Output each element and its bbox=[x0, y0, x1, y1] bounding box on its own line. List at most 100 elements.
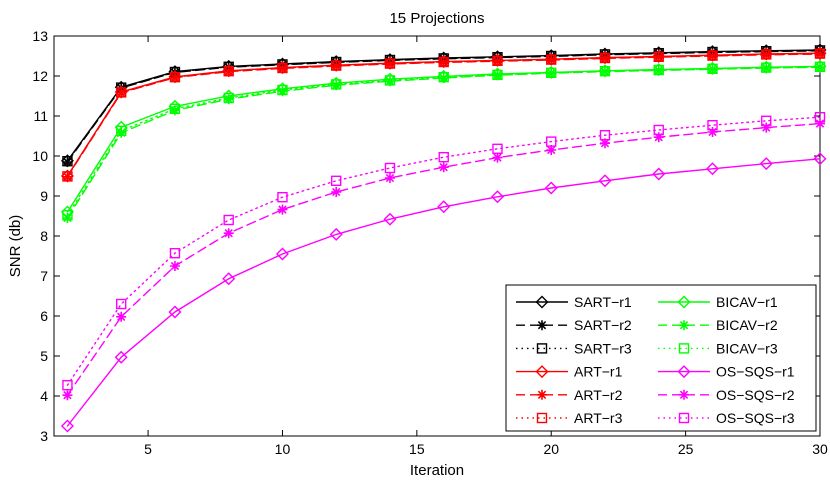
data-point bbox=[815, 118, 825, 129]
data-point bbox=[62, 171, 73, 182]
legend-label: BICAV−r1 bbox=[716, 294, 778, 310]
legend-label: SART−r3 bbox=[574, 340, 632, 356]
data-point bbox=[546, 68, 557, 79]
legend-label: OS−SQS−r2 bbox=[716, 387, 795, 403]
x-axis-label: Iteration bbox=[410, 462, 464, 479]
data-point bbox=[384, 173, 395, 183]
data-point bbox=[384, 58, 396, 69]
data-point bbox=[331, 175, 342, 187]
series-bicav-r3 bbox=[62, 61, 826, 221]
legend-item: SART−r2 bbox=[516, 317, 632, 333]
data-point bbox=[438, 71, 449, 83]
legend-item: OS−SQS−r3 bbox=[658, 410, 795, 426]
legend-label: SART−r2 bbox=[574, 317, 632, 333]
legend-swatch-marker bbox=[536, 343, 548, 354]
data-point bbox=[115, 298, 127, 310]
legend-label: SART−r1 bbox=[574, 294, 632, 310]
data-point bbox=[62, 213, 73, 223]
data-point bbox=[62, 390, 73, 401]
data-point bbox=[814, 111, 826, 123]
data-point bbox=[223, 228, 234, 239]
data-point bbox=[277, 86, 288, 97]
data-point bbox=[223, 65, 234, 77]
y-tick-label: 8 bbox=[40, 228, 48, 244]
data-point bbox=[384, 59, 395, 69]
legend-swatch-marker bbox=[678, 412, 690, 424]
data-point bbox=[599, 65, 611, 77]
series-line bbox=[66, 158, 821, 427]
data-point bbox=[437, 200, 451, 214]
series-line bbox=[66, 52, 821, 178]
data-point bbox=[331, 79, 342, 90]
y-tick-label: 4 bbox=[40, 388, 48, 404]
data-point bbox=[653, 124, 664, 136]
legend-item: BICAV−r2 bbox=[658, 317, 778, 333]
data-point bbox=[168, 305, 182, 319]
legend-label: OS−SQS−r3 bbox=[716, 410, 795, 426]
data-point bbox=[222, 272, 236, 286]
legend-label: OS−SQS−r1 bbox=[716, 364, 795, 380]
legend-item: BICAV−r3 bbox=[658, 340, 778, 356]
y-tick-label: 11 bbox=[33, 108, 48, 124]
data-point bbox=[329, 227, 343, 241]
data-point bbox=[599, 129, 611, 141]
data-point bbox=[761, 49, 772, 60]
data-point bbox=[384, 162, 396, 174]
x-tick-label: 25 bbox=[678, 441, 694, 457]
legend-swatch-marker bbox=[677, 295, 691, 309]
data-point bbox=[652, 167, 666, 181]
series-line bbox=[66, 66, 821, 216]
series-line bbox=[66, 66, 821, 219]
y-tick-label: 3 bbox=[40, 428, 48, 444]
data-point bbox=[814, 61, 826, 72]
data-point bbox=[384, 75, 396, 86]
series-os-sqs-r3 bbox=[62, 111, 826, 391]
y-tick-label: 10 bbox=[32, 148, 48, 164]
x-tick-label: 30 bbox=[812, 441, 828, 457]
data-point bbox=[331, 80, 342, 91]
data-point bbox=[331, 60, 342, 71]
data-point bbox=[492, 70, 503, 81]
y-tick-label: 13 bbox=[32, 28, 48, 44]
data-point bbox=[331, 187, 342, 197]
series-os-sqs-r1 bbox=[60, 152, 827, 433]
data-point bbox=[116, 311, 127, 322]
y-tick-label: 7 bbox=[40, 268, 48, 284]
series-line bbox=[66, 49, 821, 162]
data-point bbox=[707, 127, 718, 137]
data-point bbox=[169, 247, 181, 259]
data-point bbox=[277, 191, 288, 203]
legend-item: BICAV−r1 bbox=[658, 294, 778, 310]
data-point bbox=[275, 247, 289, 261]
data-point bbox=[761, 122, 772, 133]
legend-swatch-marker bbox=[678, 343, 690, 354]
data-point bbox=[223, 214, 234, 226]
data-point bbox=[546, 55, 557, 65]
data-point bbox=[814, 48, 826, 59]
data-point bbox=[169, 261, 180, 271]
y-axis-label: SNR (db) bbox=[7, 215, 24, 278]
data-point bbox=[761, 115, 772, 127]
data-point bbox=[277, 84, 288, 96]
data-point bbox=[707, 119, 718, 131]
x-tick-label: 10 bbox=[275, 441, 291, 457]
legend-swatch-marker bbox=[536, 412, 548, 424]
data-point bbox=[115, 125, 127, 137]
legend-box bbox=[505, 284, 817, 432]
data-point bbox=[62, 380, 73, 391]
data-point bbox=[815, 49, 825, 59]
y-tick-label: 12 bbox=[32, 68, 48, 84]
chart-title: 15 Projections bbox=[389, 10, 484, 27]
data-point bbox=[438, 162, 449, 173]
legend-label: ART−r2 bbox=[574, 387, 623, 403]
data-point bbox=[706, 162, 719, 176]
data-point bbox=[653, 51, 664, 62]
legend-item: OS−SQS−r2 bbox=[658, 387, 795, 403]
legend-swatch-marker bbox=[535, 365, 549, 379]
y-tick-label: 6 bbox=[40, 308, 48, 324]
data-point bbox=[169, 105, 180, 116]
data-point bbox=[60, 419, 74, 433]
data-point bbox=[223, 92, 234, 104]
data-point bbox=[438, 73, 449, 83]
